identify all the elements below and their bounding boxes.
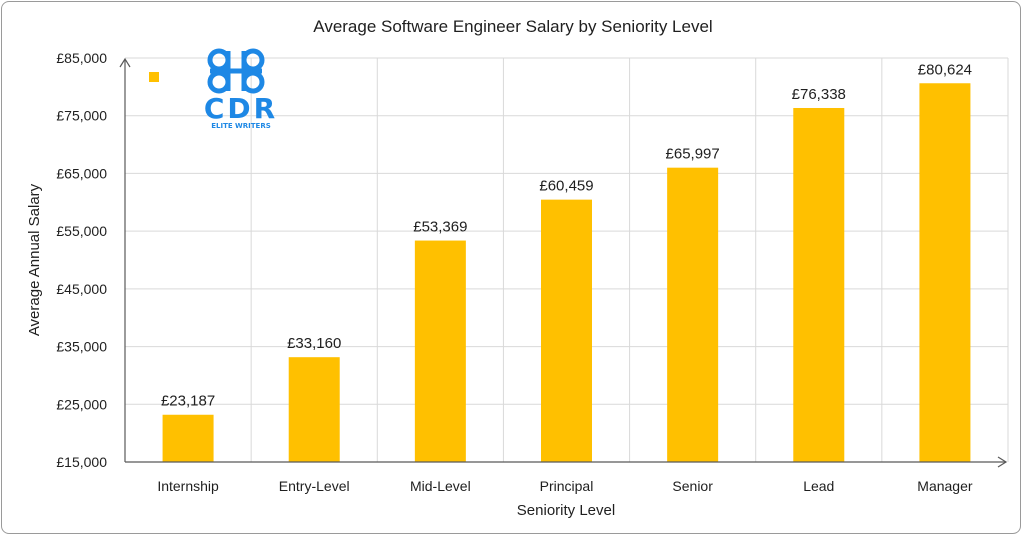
- x-tick-label: Manager: [917, 478, 973, 494]
- chart-title: Average Software Engineer Salary by Seni…: [313, 17, 712, 36]
- data-label: £33,160: [287, 335, 341, 352]
- y-tick-label: £65,000: [56, 165, 107, 181]
- logo-main-text: CDR: [204, 92, 278, 125]
- x-axis-ticks: Internship Entry-Level Mid-Level Principal S…: [157, 478, 973, 494]
- data-label: £65,997: [666, 146, 720, 163]
- x-axis-title: Seniority Level: [517, 502, 615, 519]
- y-axis-arrow: [119, 57, 131, 68]
- bar: [288, 357, 340, 462]
- y-tick-label: £25,000: [56, 396, 107, 412]
- y-tick-label: £35,000: [56, 339, 107, 355]
- data-label: £76,338: [792, 86, 846, 103]
- x-tick-label: Principal: [540, 478, 594, 494]
- bar: [919, 83, 971, 462]
- x-tick-label: Entry-Level: [279, 478, 350, 494]
- bar: [162, 414, 214, 462]
- data-label: £23,187: [161, 393, 215, 410]
- data-label: £53,369: [413, 219, 467, 236]
- x-tick-label: Internship: [157, 478, 219, 494]
- bars: [162, 83, 971, 463]
- y-tick-label: £15,000: [56, 454, 107, 470]
- data-labels: £23,187 £33,160 £53,369 £60,459 £65,997 £76,3…: [161, 61, 972, 409]
- x-tick-label: Senior: [672, 478, 713, 494]
- cdr-elite-writers-logo: CDR ELITE WRITERS: [204, 48, 278, 130]
- y-axis-ticks: £15,000 £25,000 £35,000 £45,000 £55,000 £65,0…: [56, 50, 107, 470]
- y-tick-label: £85,000: [56, 50, 107, 66]
- y-tick-label: £45,000: [56, 281, 107, 297]
- gridlines: [125, 57, 1009, 462]
- bar: [667, 167, 719, 463]
- y-tick-label: £75,000: [56, 108, 107, 124]
- data-label: £80,624: [918, 61, 972, 78]
- logo-knot-icon: [207, 48, 265, 94]
- data-label: £60,459: [539, 178, 593, 195]
- bar: [414, 240, 466, 462]
- y-axis-title: Average Annual Salary: [26, 183, 43, 336]
- axes: [119, 57, 1008, 468]
- y-tick-label: £55,000: [56, 223, 107, 239]
- legend-swatch: [149, 72, 159, 82]
- x-tick-label: Lead: [803, 478, 834, 494]
- x-axis-arrow: [997, 456, 1008, 468]
- x-tick-label: Mid-Level: [410, 478, 471, 494]
- bar: [793, 107, 845, 462]
- bar: [541, 199, 592, 462]
- logo-sub-text: ELITE WRITERS: [211, 122, 271, 130]
